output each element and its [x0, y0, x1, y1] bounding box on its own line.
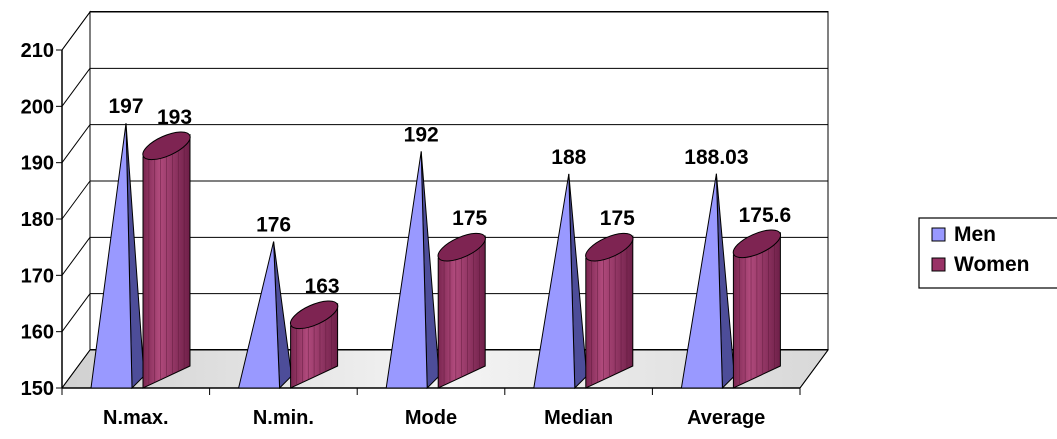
data-label-men: 176	[256, 214, 291, 237]
x-tick-label: Mode	[405, 407, 457, 429]
data-label-men: 197	[108, 95, 143, 118]
y-tick-label: 190	[21, 153, 54, 175]
legend-label-women: Women	[954, 253, 1029, 276]
data-label-men: 188	[551, 146, 586, 169]
gridline-side	[61, 180, 91, 220]
y-tick-label: 180	[21, 209, 54, 231]
x-axis-depth	[799, 349, 829, 389]
bar-women-top	[585, 232, 634, 262]
bar-women	[732, 229, 782, 389]
bar-women	[142, 131, 191, 389]
y-tick-label: 170	[21, 265, 54, 287]
x-tick-label: Median	[544, 407, 613, 429]
bar-men-front	[385, 151, 428, 389]
x-tick-label: Average	[687, 407, 765, 429]
y-tick-label: 200	[21, 96, 54, 118]
data-labels: 197 193 176 163 192 175 188 175 188.03 175.6	[108, 95, 791, 298]
gridline-side	[61, 293, 91, 332]
gridline-side	[61, 237, 91, 276]
x-tick-label: N.max.	[103, 407, 169, 429]
bar-men-front	[90, 123, 133, 389]
data-label-men: 192	[404, 123, 439, 146]
bar-women	[585, 232, 634, 389]
bar-men-front	[237, 241, 281, 389]
data-label-men: 188.03	[684, 146, 748, 169]
bar-women-top	[437, 232, 486, 262]
gridline-side	[61, 124, 91, 163]
bar-men-front	[680, 173, 723, 389]
bar-men	[90, 123, 145, 390]
legend-label-men: Men	[954, 223, 996, 246]
data-label-women: 175.6	[739, 204, 792, 227]
bar-women-top	[142, 131, 191, 161]
legend-swatch-men	[931, 227, 946, 242]
gridline-side	[61, 11, 91, 51]
bar-women	[437, 232, 486, 389]
x-axis: N.max. N.min. Mode Median Average	[61, 349, 829, 429]
y-tick-label: 210	[21, 40, 54, 62]
bar-men	[385, 151, 440, 390]
bar-men	[533, 173, 588, 390]
data-label-women: 175	[452, 207, 487, 230]
y-axis: 150 160 170 180 190 200 210	[21, 40, 63, 400]
y-tick-label: 150	[21, 378, 54, 400]
x-tick-label: N.min.	[253, 407, 314, 429]
bar-women	[289, 300, 339, 389]
data-label-women: 193	[157, 106, 192, 129]
bar-women-top	[732, 229, 782, 259]
bar-men	[680, 173, 735, 390]
gridline-side	[61, 68, 91, 107]
bar-women-top	[289, 300, 339, 330]
bars	[90, 123, 782, 390]
legend-swatch-women	[931, 257, 946, 272]
data-label-women: 163	[305, 275, 340, 298]
bar-men	[237, 241, 293, 390]
legend: Men Women	[918, 217, 1057, 289]
bar-men-front	[533, 173, 576, 389]
y-tick-label: 160	[21, 322, 54, 344]
data-label-women: 175	[600, 207, 635, 230]
